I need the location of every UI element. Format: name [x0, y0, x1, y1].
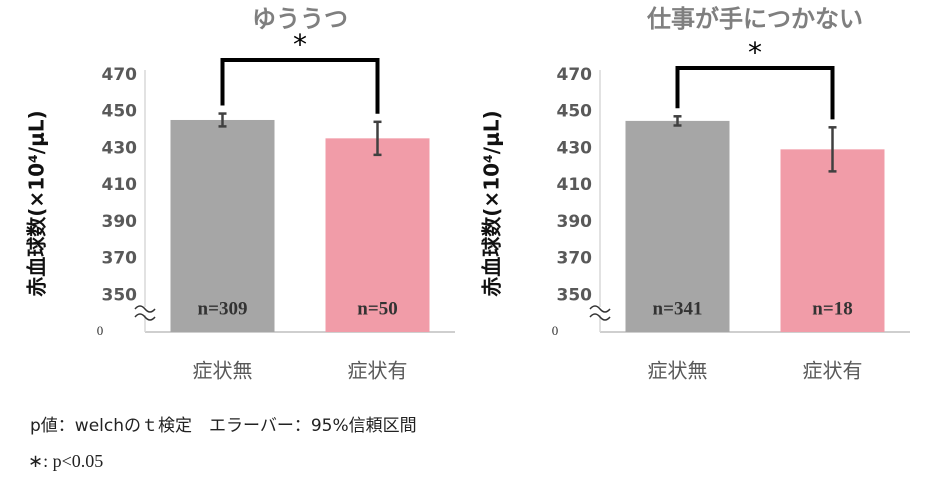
y-axis-label: 赤血球数(×10⁴/μL) [480, 110, 504, 296]
y-tick-label: 390 [557, 212, 593, 232]
y-tick-label: 0 [97, 323, 104, 338]
note: p値：welchのｔ検定 エラーバー：95%信頼区間 [30, 416, 417, 436]
note: ∗: p<0.05 [28, 451, 103, 471]
y-tick-label: 450 [102, 102, 138, 122]
bar-label: n=309 [198, 298, 248, 319]
significance-mark: * [748, 36, 762, 69]
bar-label: n=50 [357, 298, 397, 319]
y-tick-label: 390 [102, 212, 138, 232]
x-tick-label: 症状無 [193, 359, 253, 383]
x-tick-label: 症状有 [348, 359, 408, 383]
y-tick-label: 410 [102, 175, 138, 195]
y-tick-label: 470 [102, 65, 138, 85]
bar [170, 119, 275, 332]
y-tick-label: 350 [557, 285, 593, 305]
y-tick-label: 470 [557, 65, 593, 85]
y-tick-label: 370 [557, 249, 593, 269]
bar-label: n=18 [812, 298, 852, 319]
significance-bracket [220, 58, 380, 114]
chart-title: 仕事が手につかない [646, 5, 863, 33]
significance-mark: * [293, 28, 307, 61]
x-tick-label: 症状有 [803, 359, 863, 383]
y-tick-label: 0 [552, 323, 559, 338]
axis-break [589, 305, 611, 313]
bar [780, 149, 885, 332]
bar-label: n=341 [653, 298, 703, 319]
bar [625, 120, 730, 333]
axis-break-gap [590, 307, 610, 315]
significance-bracket [675, 66, 835, 120]
y-tick-label: 350 [102, 285, 138, 305]
x-tick-label: 症状無 [648, 359, 708, 383]
axis-break [134, 305, 156, 313]
bar [325, 138, 430, 332]
y-axis-label: 赤血球数(×10⁴/μL) [25, 110, 49, 296]
axis-break [134, 313, 156, 321]
y-tick-label: 430 [557, 138, 593, 158]
chart-title: ゆううつ [252, 5, 348, 33]
y-tick-label: 430 [102, 138, 138, 158]
y-tick-label: 370 [102, 249, 138, 269]
axis-break-gap [135, 307, 155, 315]
axis-break [589, 313, 611, 321]
y-tick-label: 450 [557, 102, 593, 122]
y-tick-label: 410 [557, 175, 593, 195]
